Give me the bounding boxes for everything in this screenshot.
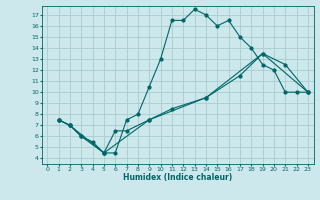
X-axis label: Humidex (Indice chaleur): Humidex (Indice chaleur) — [123, 173, 232, 182]
